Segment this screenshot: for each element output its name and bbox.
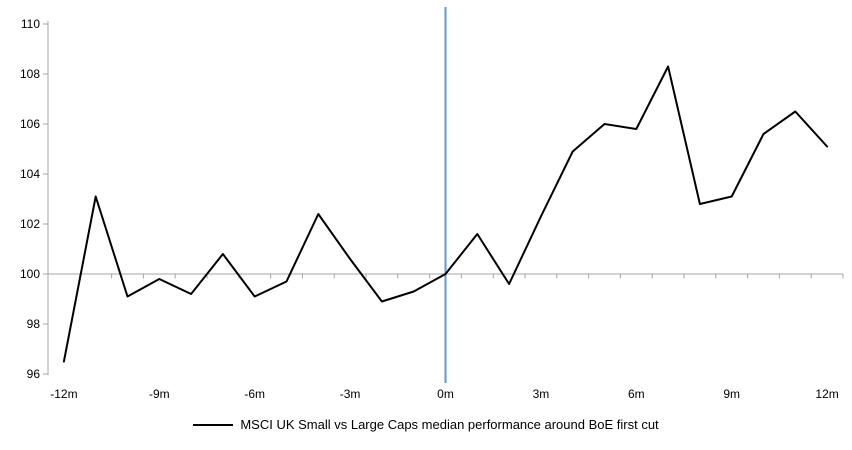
- legend-label: MSCI UK Small vs Large Caps median perfo…: [240, 417, 659, 432]
- x-axis-label: 12m: [815, 387, 838, 401]
- y-axis-label: 102: [20, 217, 40, 231]
- legend-line-swatch: [193, 423, 234, 426]
- x-axis-label: 6m: [628, 387, 645, 401]
- x-axis-label: 3m: [533, 387, 550, 401]
- series-line: [62, 65, 829, 363]
- x-axis-label: -6m: [244, 387, 265, 401]
- y-axis-label: 100: [20, 267, 40, 281]
- x-axis-label: -3m: [340, 387, 361, 401]
- x-axis-label: 0m: [437, 387, 454, 401]
- legend: MSCI UK Small vs Large Caps median perfo…: [0, 417, 852, 432]
- y-axis-label: 106: [20, 117, 40, 131]
- x-axis-label: -12m: [50, 387, 77, 401]
- y-axis-label: 104: [20, 167, 40, 181]
- y-axis-label: 96: [27, 367, 41, 381]
- y-axis-label: 98: [27, 317, 41, 331]
- y-axis-label: 110: [21, 17, 40, 31]
- x-axis-label: -9m: [149, 387, 170, 401]
- y-axis-label: 108: [20, 67, 40, 81]
- x-axis-label: 9m: [723, 387, 740, 401]
